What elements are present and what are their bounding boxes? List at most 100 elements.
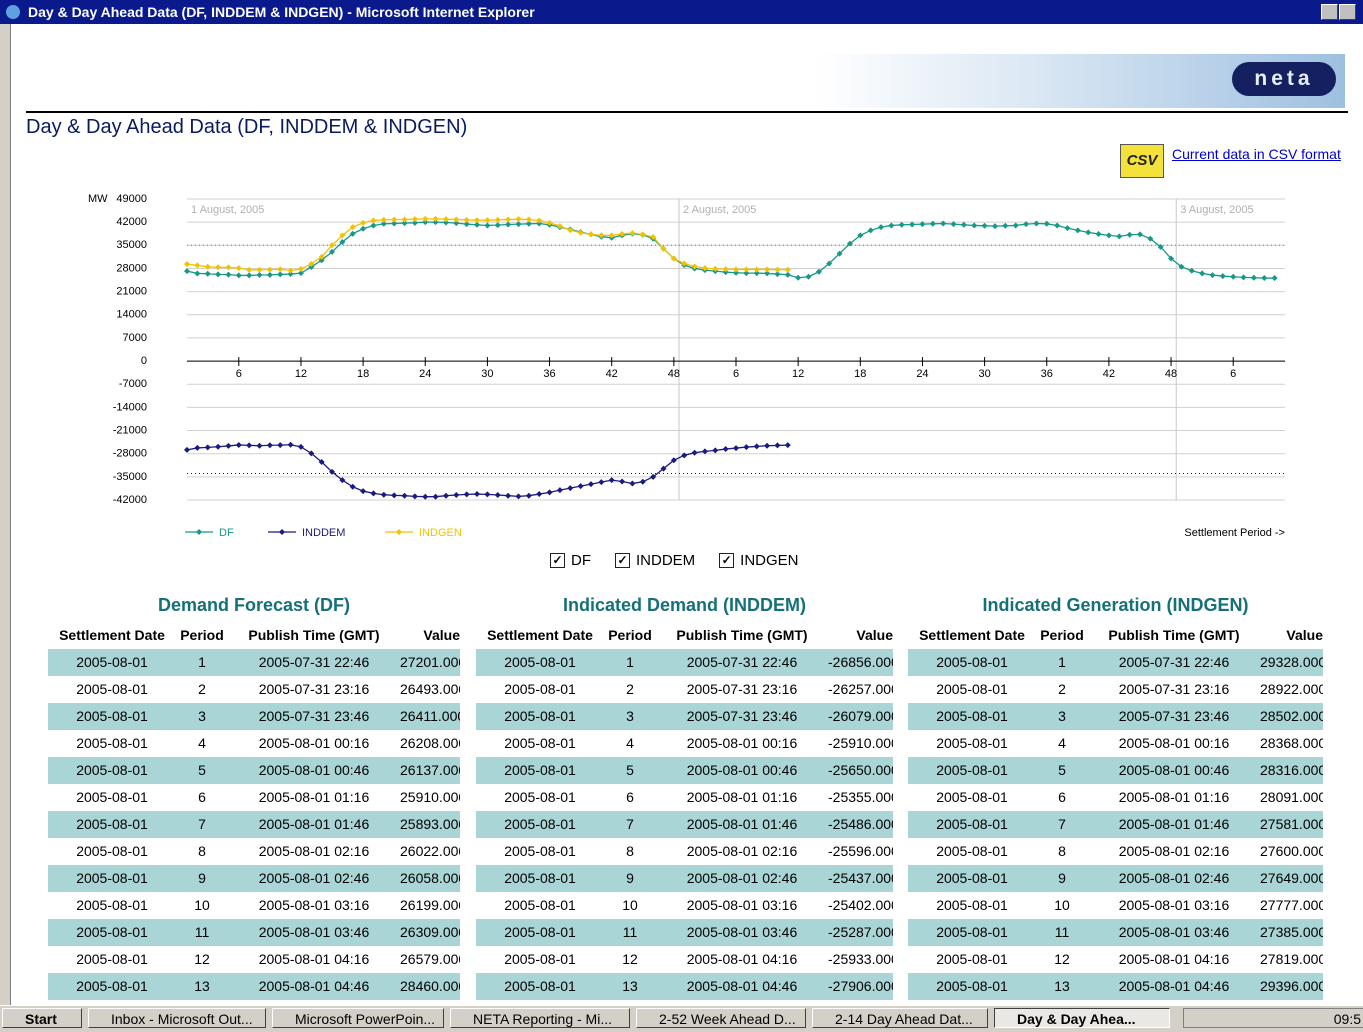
table-cell: 26137.000 <box>400 762 460 778</box>
minimize-button[interactable] <box>1321 4 1338 20</box>
data-point <box>774 266 781 273</box>
table-cell: 2005-08-01 <box>504 978 576 994</box>
data-point <box>184 261 190 268</box>
data-point <box>619 231 626 238</box>
table-cell: 2005-07-31 23:16 <box>258 681 370 697</box>
table-cell: 2005-08-01 04:46 <box>258 978 370 994</box>
data-point <box>1147 235 1154 242</box>
logo: neta <box>1232 62 1336 96</box>
legend-marker <box>196 529 202 535</box>
task-button[interactable]: NETA Reporting - Mi... <box>450 1008 630 1028</box>
table-cell: -26856.000 <box>828 654 893 670</box>
checkbox-box[interactable]: ✓ <box>550 553 565 568</box>
y-tick-label: -21000 <box>113 424 147 436</box>
y-tick-label: 35000 <box>116 239 147 251</box>
data-point <box>629 230 636 237</box>
table-cell: 2005-08-01 04:46 <box>1118 978 1230 994</box>
legend-marker <box>279 529 285 535</box>
data-point <box>204 444 211 451</box>
table-cell: -25933.000 <box>828 951 893 967</box>
table-cell: -27906.000 <box>828 978 893 994</box>
task-button[interactable]: Day & Day Ahea... <box>994 1008 1170 1028</box>
start-button[interactable]: Start <box>2 1008 82 1028</box>
table-cell: -26257.000 <box>828 681 893 697</box>
y-tick-label: 49000 <box>116 193 147 205</box>
x-tick-label: 6 <box>236 368 242 380</box>
table-cell: 2005-08-01 <box>504 843 576 859</box>
checkbox[interactable]: ✓ INDDEM <box>615 552 695 569</box>
taskbar: 09:5 Start Inbox - Microsoft Out... Micros… <box>0 1005 1363 1032</box>
x-tick-label: 6 <box>733 368 739 380</box>
data-point <box>432 219 439 226</box>
data-point <box>360 488 367 495</box>
data-point <box>1095 231 1102 238</box>
task-button[interactable]: 2-52 Week Ahead D... <box>636 1008 806 1028</box>
data-point <box>422 493 429 500</box>
table-cell: 2005-07-31 23:16 <box>1118 681 1230 697</box>
csv-icon[interactable]: CSV <box>1120 144 1164 178</box>
data-point <box>701 265 708 272</box>
x-tick-label: 24 <box>419 368 431 380</box>
y-tick-label: 7000 <box>123 332 147 344</box>
table-cell: 2005-08-01 <box>504 816 576 832</box>
data-point <box>846 240 853 247</box>
data-point <box>815 268 822 275</box>
table-cell: 2005-08-01 <box>76 789 148 805</box>
table-cell: 2005-08-01 03:46 <box>258 924 370 940</box>
data-point <box>1178 263 1185 270</box>
data-point <box>556 223 563 230</box>
table-cell: 1 <box>198 654 206 670</box>
data-point <box>287 267 294 274</box>
data-point <box>515 216 522 223</box>
data-point <box>919 221 926 228</box>
checkbox[interactable]: ✓ DF <box>550 552 591 569</box>
checkbox[interactable]: ✓ INDGEN <box>719 552 799 569</box>
data-point <box>857 232 864 239</box>
table-cell: 28091.000 <box>1260 789 1323 805</box>
data-point <box>380 491 387 498</box>
data-point <box>1261 275 1268 282</box>
data-point <box>1240 274 1247 281</box>
checkbox-label[interactable]: INDDEM <box>636 552 696 569</box>
data-point <box>650 234 657 241</box>
task-button[interactable]: 2-14 Day Ahead Dat... <box>812 1008 988 1028</box>
table-cell: 2005-08-01 <box>504 681 576 697</box>
table-cell: 2005-08-01 <box>936 978 1008 994</box>
table-cell: 2005-08-01 <box>504 789 576 805</box>
y-tick-label: 28000 <box>116 262 147 274</box>
table-cell: -25910.000 <box>828 735 893 751</box>
checkbox-label[interactable]: DF <box>571 552 591 569</box>
data-point <box>401 220 408 227</box>
y-tick-label: -35000 <box>113 471 147 483</box>
table-title: Indicated Generation (INDGEN) <box>982 595 1249 615</box>
table-cell: 2005-08-01 <box>76 843 148 859</box>
checkbox-label[interactable]: INDGEN <box>740 552 799 569</box>
task-button[interactable]: Inbox - Microsoft Out... <box>88 1008 266 1028</box>
table-cell: 3 <box>1058 708 1066 724</box>
x-tick-label: 48 <box>1165 368 1177 380</box>
data-point <box>1168 255 1175 262</box>
csv-link[interactable]: Current data in CSV format <box>1172 146 1341 162</box>
data-point <box>888 222 895 229</box>
task-button[interactable]: Microsoft PowerPoin... <box>272 1008 444 1028</box>
table-cell: 2005-08-01 04:16 <box>686 951 798 967</box>
data-point <box>733 445 739 452</box>
restore-button[interactable] <box>1339 4 1356 20</box>
data-point <box>784 271 791 278</box>
table-cell: 12 <box>1054 951 1070 967</box>
table-cell: 7 <box>1058 816 1066 832</box>
table-cell: 2005-08-01 02:46 <box>1118 870 1230 886</box>
series-line <box>186 444 788 498</box>
checkbox-box[interactable]: ✓ <box>615 553 630 568</box>
table-cell: 2005-08-01 02:16 <box>686 843 798 859</box>
data-point <box>546 219 553 226</box>
checkbox-box[interactable]: ✓ <box>719 553 735 568</box>
data-point <box>370 217 377 224</box>
table-cell: 8 <box>1058 843 1066 859</box>
data-point <box>266 271 273 278</box>
data-point <box>277 442 284 449</box>
data-point <box>370 222 377 229</box>
data-point <box>391 220 398 227</box>
table-row: 2005-08-01 12 2005-08-01 04:16 26579.000 <box>48 946 460 973</box>
table-cell: 2005-08-01 04:16 <box>258 951 370 967</box>
